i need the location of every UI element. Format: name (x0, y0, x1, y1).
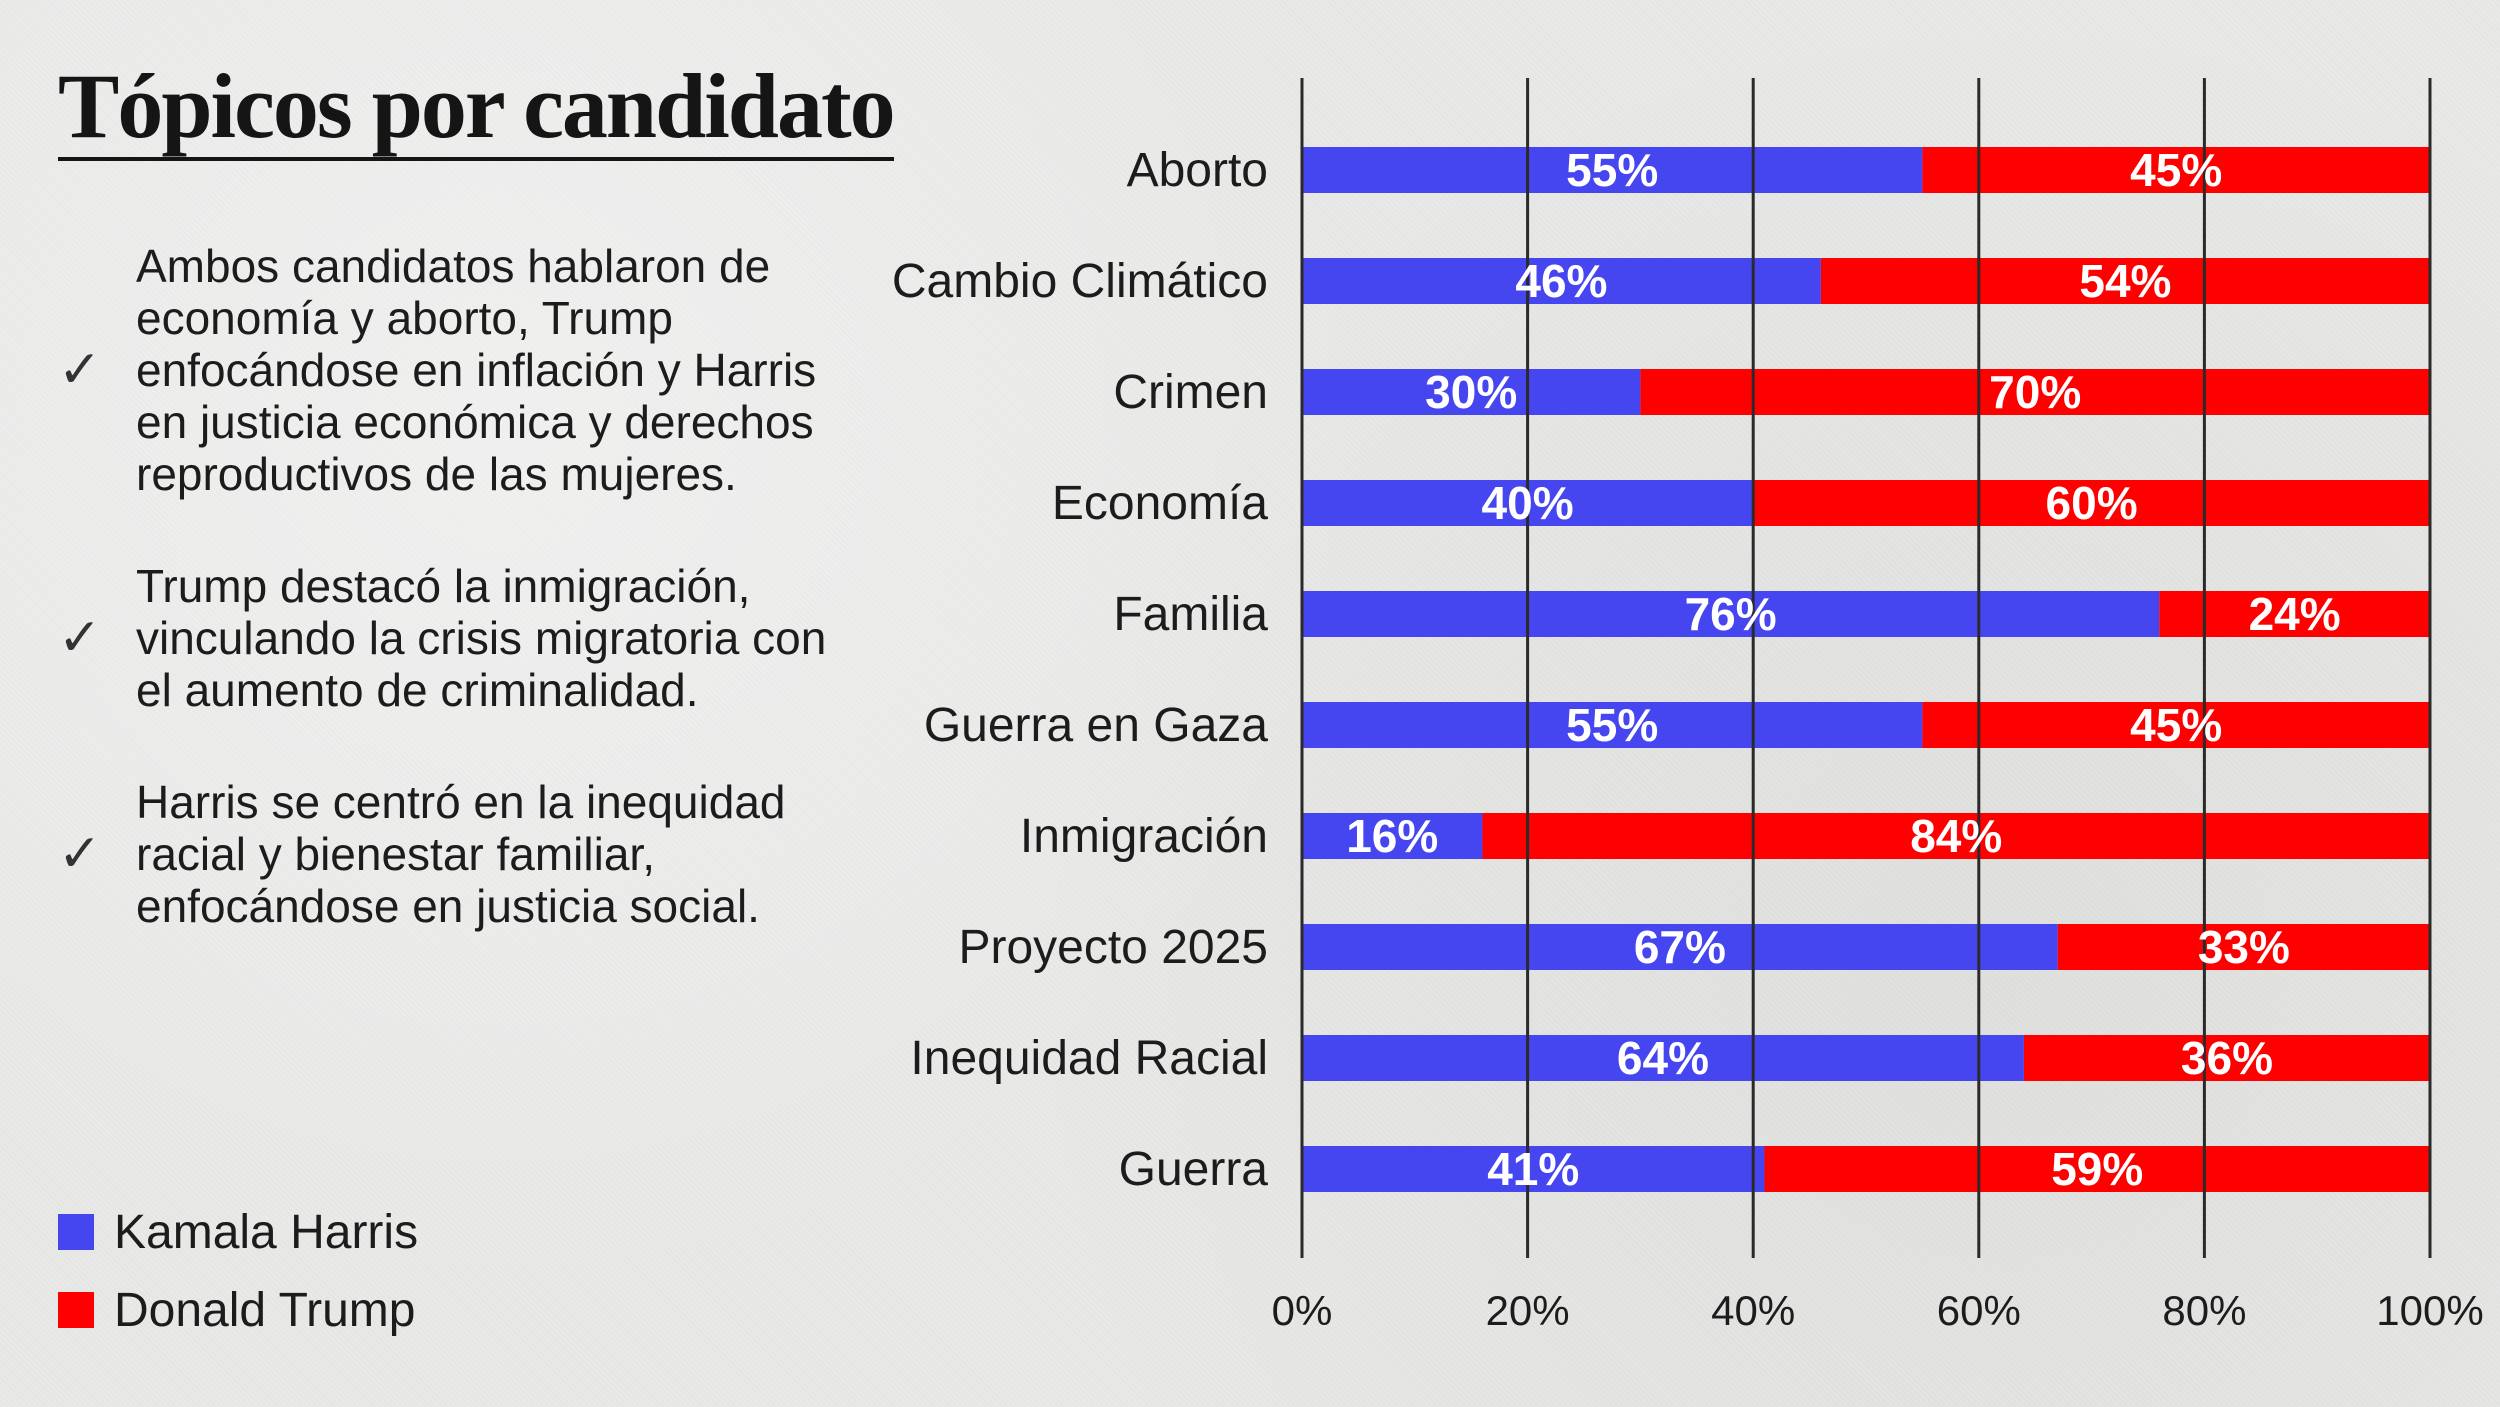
bar-trump (1922, 147, 2430, 193)
note-item: ✓ Trump destacó la inmigración, vinculan… (58, 560, 838, 716)
note-text: Harris se centró en la inequidad racial … (136, 776, 786, 932)
check-icon: ✓ (58, 609, 102, 667)
page-title: Tópicos por candidato (58, 58, 896, 161)
data-label: 55% (1566, 699, 1658, 751)
data-label: 40% (1482, 477, 1574, 529)
data-label: 67% (1634, 921, 1726, 973)
note-text: Trump destacó la inmigración, vinculando… (136, 560, 827, 716)
legend-label: Kamala Harris (114, 1205, 419, 1259)
x-tick-label: 0% (1272, 1287, 1333, 1334)
bar-harris (1302, 369, 1641, 415)
bar-harris (1302, 1146, 1765, 1192)
category-label: Economía (1052, 477, 1268, 530)
category-label: Cambio Climático (892, 255, 1268, 308)
category-label: Proyecto 2025 (958, 921, 1268, 974)
data-label: 64% (1617, 1032, 1709, 1084)
check-icon: ✓ (58, 341, 102, 399)
x-tick-label: 100% (2376, 1287, 2483, 1334)
data-label: 60% (2046, 477, 2138, 529)
category-label: Guerra en Gaza (924, 699, 1268, 752)
legend-label: Donald Trump (114, 1283, 416, 1337)
bar-harris (1302, 1035, 2024, 1081)
note-text: Ambos candidatos hablaron de economía y … (136, 240, 817, 500)
x-tick-label: 40% (1711, 1287, 1795, 1334)
chart-legend: Kamala Harris Donald Trump (58, 1200, 418, 1356)
check-icon: ✓ (58, 825, 102, 883)
category-label: Guerra (1119, 1143, 1269, 1196)
data-label: 54% (2079, 255, 2171, 307)
bar-trump (1922, 702, 2430, 748)
bar-trump (1820, 258, 2430, 304)
data-label: 46% (1515, 255, 1607, 307)
category-label: Inmigración (1020, 810, 1268, 863)
data-label: 59% (2051, 1143, 2143, 1195)
data-label: 16% (1346, 810, 1438, 862)
data-label: 24% (2249, 588, 2341, 640)
legend-item-trump: Donald Trump (58, 1278, 418, 1342)
bar-harris (1302, 924, 2058, 970)
bar-trump (2057, 924, 2430, 970)
x-tick-label: 60% (1937, 1287, 2021, 1334)
bar-trump (1640, 369, 2430, 415)
x-tick-label: 80% (2162, 1287, 2246, 1334)
bar-trump (1482, 813, 2430, 859)
notes-list: ✓ Ambos candidatos hablaron de economía … (58, 240, 838, 932)
category-label: Familia (1113, 588, 1268, 641)
bar-trump (2023, 1035, 2430, 1081)
legend-swatch-trump (58, 1292, 94, 1328)
x-tick-label: 20% (1486, 1287, 1570, 1334)
bar-harris (1302, 591, 2160, 637)
bar-harris (1302, 702, 1923, 748)
legend-item-harris: Kamala Harris (58, 1200, 418, 1264)
note-item: ✓ Harris se centró en la inequidad racia… (58, 776, 838, 932)
legend-swatch-harris (58, 1214, 94, 1250)
data-label: 45% (2130, 144, 2222, 196)
data-label: 30% (1425, 366, 1517, 418)
data-label: 33% (2198, 921, 2290, 973)
bar-trump (1753, 480, 2430, 526)
data-label: 55% (1566, 144, 1658, 196)
bar-trump (1764, 1146, 2430, 1192)
data-label: 76% (1685, 588, 1777, 640)
data-label: 45% (2130, 699, 2222, 751)
bar-harris (1302, 147, 1923, 193)
category-label: Aborto (1127, 144, 1268, 197)
bar-harris (1302, 813, 1483, 859)
data-label: 36% (2181, 1032, 2273, 1084)
category-label: Crimen (1113, 366, 1268, 419)
data-label: 84% (1910, 810, 2002, 862)
data-label: 41% (1487, 1143, 1579, 1195)
category-label: Inequidad Racial (910, 1032, 1268, 1085)
data-label: 70% (1989, 366, 2081, 418)
note-item: ✓ Ambos candidatos hablaron de economía … (58, 240, 838, 500)
bar-harris (1302, 258, 1821, 304)
